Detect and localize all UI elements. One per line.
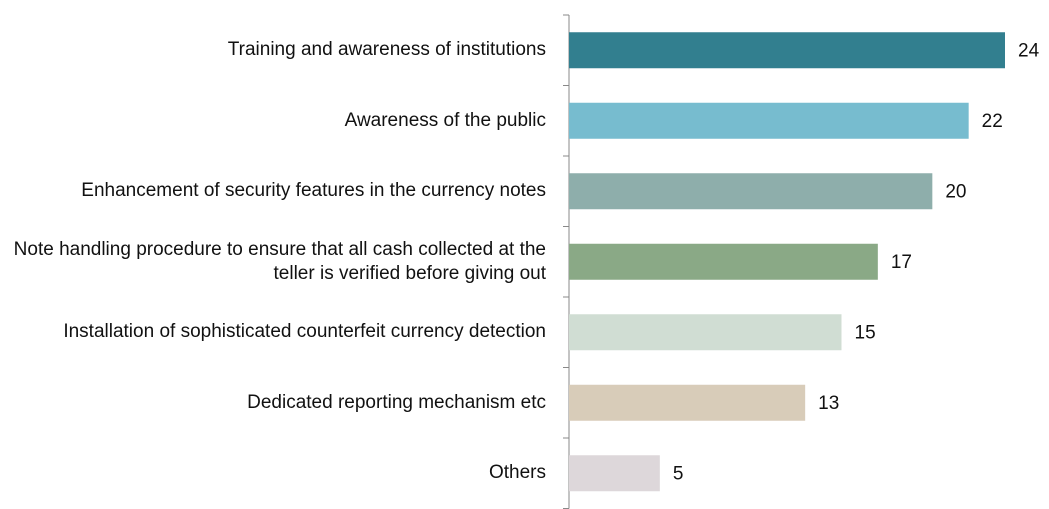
- category-label: Training and awareness of institutions: [227, 39, 546, 61]
- bar: [569, 314, 842, 351]
- category-label: Dedicated reporting mechanism etc: [247, 391, 546, 413]
- bar: [569, 32, 1005, 69]
- bar: [569, 243, 878, 280]
- category-label: Installation of sophisticated counterfei…: [63, 321, 546, 343]
- bar: [569, 173, 933, 210]
- value-label: 20: [945, 181, 966, 202]
- value-label: 15: [855, 322, 876, 343]
- bar: [569, 384, 806, 421]
- value-label: 17: [891, 252, 912, 273]
- category-label: Others: [488, 462, 546, 484]
- category-label: Note handling procedure to ensure that a…: [13, 238, 546, 284]
- value-label: 22: [982, 111, 1003, 132]
- bar: [569, 455, 660, 492]
- value-label: 5: [673, 463, 684, 484]
- value-label: 24: [1018, 40, 1040, 61]
- category-label: Enhancement of security features in the …: [81, 180, 546, 202]
- bar: [569, 102, 969, 139]
- category-label: Awareness of the public: [344, 109, 546, 131]
- value-label: 13: [818, 393, 839, 414]
